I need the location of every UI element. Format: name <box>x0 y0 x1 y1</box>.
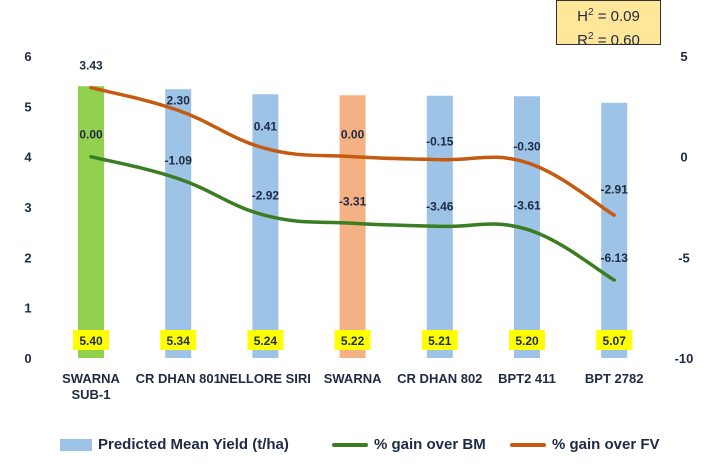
bar-0 <box>78 86 104 358</box>
fv-data-label-0: 3.43 <box>79 59 103 73</box>
y-left-tick-label: 0 <box>24 351 31 366</box>
yield-label-6: 5.07 <box>603 334 627 348</box>
category-label-4: CR DHAN 802 <box>397 371 482 386</box>
y-left-tick-label: 3 <box>24 200 31 215</box>
y-left-tick-label: 2 <box>24 250 31 265</box>
legend-item-gain-fv: % gain over FV <box>510 436 660 453</box>
fv-data-label-6: -2.91 <box>601 182 629 196</box>
bar-3 <box>339 95 366 358</box>
y-right-tick-label: 0 <box>680 150 687 165</box>
bar-2 <box>252 94 279 359</box>
fv-data-label-4: -0.15 <box>426 135 454 149</box>
y-left-tick-label: 6 <box>24 49 31 64</box>
bm-data-label-6: -6.13 <box>601 251 629 265</box>
y-right-tick-label: 5 <box>680 49 687 64</box>
line-gain-over-bm <box>89 154 616 282</box>
legend-label-gain-fv: % gain over FV <box>552 436 660 453</box>
bm-data-label-4: -3.46 <box>426 199 454 213</box>
legend-swatch-gain-bm <box>332 442 368 447</box>
yield-label-box-6 <box>596 330 633 350</box>
yield-label-box-3 <box>334 330 371 350</box>
line-gain-over-fv <box>89 85 616 218</box>
y-left-tick-label: 1 <box>24 301 31 316</box>
category-label-6: BPT 2782 <box>585 371 644 386</box>
chart-legend: Predicted Mean Yield (t/ha) % gain over … <box>60 436 710 460</box>
legend-label-gain-bm: % gain over BM <box>374 436 486 453</box>
fv-data-label-5: -0.30 <box>513 140 541 154</box>
bm-data-label-0: 0.00 <box>79 128 103 142</box>
h2-value: = 0.09 <box>597 8 640 25</box>
yield-label-box-2 <box>247 330 284 350</box>
r2-value: = 0.60 <box>597 32 640 49</box>
yield-label-0: 5.40 <box>79 334 103 348</box>
bar-6 <box>601 102 628 358</box>
yield-label-3: 5.22 <box>341 334 365 348</box>
category-label-0-line1: SWARNA <box>62 371 120 386</box>
y-left-tick-label: 5 <box>24 99 31 114</box>
legend-swatch-gain-fv <box>510 442 546 447</box>
yield-label-4: 5.21 <box>428 334 452 348</box>
legend-item-gain-bm: % gain over BM <box>332 436 486 453</box>
fv-data-label-3: 0.00 <box>341 128 365 142</box>
yield-label-box-4 <box>421 330 458 350</box>
category-label-1: CR DHAN 801 <box>136 371 221 386</box>
bm-data-label-1: -1.09 <box>165 154 193 168</box>
y-right-tick-label: -10 <box>675 351 694 366</box>
r2-symbol: R <box>577 32 588 49</box>
h2-symbol: H <box>577 8 588 25</box>
h2-superscript: 2 <box>587 7 594 18</box>
yield-label-5: 5.20 <box>515 334 539 348</box>
bar-1 <box>165 89 192 358</box>
bm-data-label-5: -3.61 <box>513 198 541 212</box>
r2-line: R2 = 0.60 <box>557 27 660 51</box>
yield-label-1: 5.34 <box>167 334 191 348</box>
legend-swatch-yield <box>60 438 92 451</box>
fv-data-label-1: 2.30 <box>167 93 191 107</box>
category-label-0-line2: SUB-1 <box>71 387 110 402</box>
yield-label-box-0 <box>73 330 109 350</box>
category-label-5: BPT2 411 <box>498 371 556 386</box>
stats-annotation-box: H2 = 0.09 R2 = 0.60 <box>556 0 661 49</box>
yield-label-box-5 <box>509 330 545 350</box>
category-label-3: SWARNA <box>324 371 382 386</box>
y-left-tick-label: 4 <box>24 150 32 165</box>
legend-item-yield: Predicted Mean Yield (t/ha) <box>60 436 289 453</box>
y-right-tick-label: -5 <box>678 250 690 265</box>
bm-data-label-2: -2.92 <box>252 188 280 202</box>
r2-superscript: 2 <box>587 31 594 42</box>
yield-label-box-1 <box>160 330 197 350</box>
legend-label-yield: Predicted Mean Yield (t/ha) <box>98 436 289 453</box>
fv-data-label-2: 0.41 <box>254 119 278 133</box>
bm-data-label-3: -3.31 <box>339 194 367 208</box>
h2-line: H2 = 0.09 <box>557 3 660 27</box>
category-label-2: NELLORE SIRI <box>220 371 311 386</box>
yield-label-2: 5.24 <box>254 334 278 348</box>
